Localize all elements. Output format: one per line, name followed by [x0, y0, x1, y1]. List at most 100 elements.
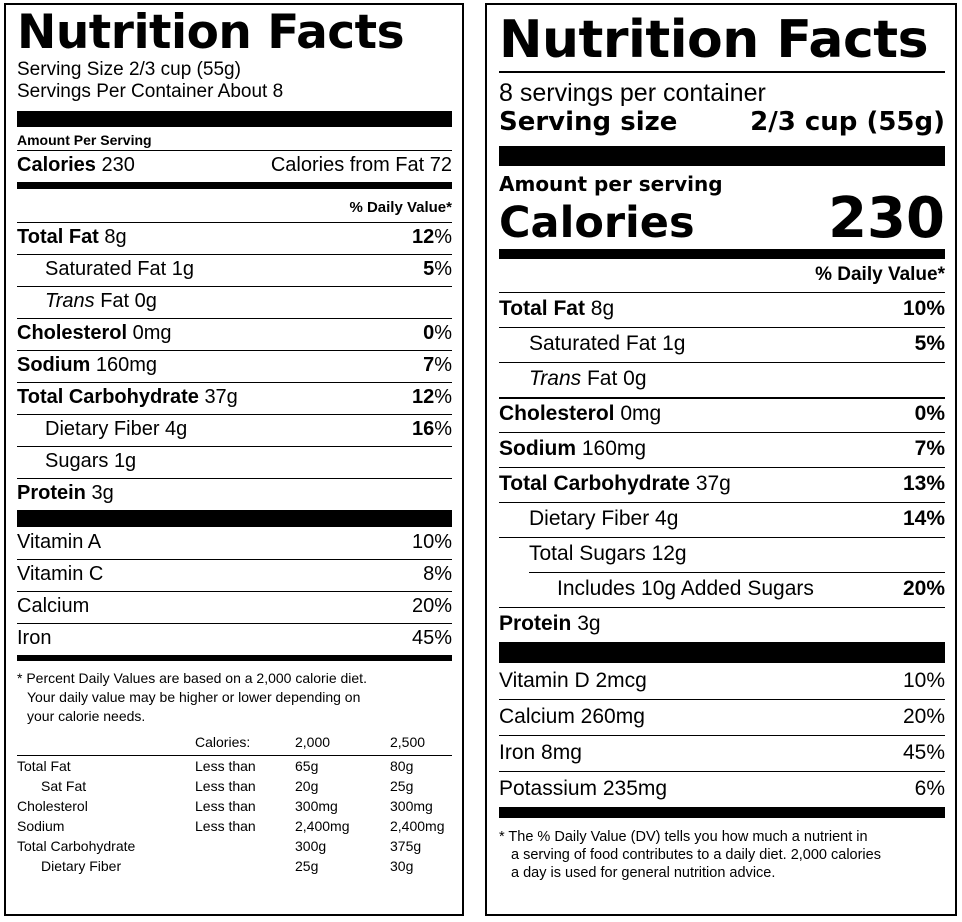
medium-divider [499, 249, 945, 259]
percent-sign: % [434, 418, 452, 440]
table-cell: 20g [295, 777, 319, 794]
percent-sign: % [434, 258, 452, 280]
table-cell: 2,400mg [295, 817, 350, 834]
table-cell: Less than [195, 777, 256, 794]
nutrient-row: Trans Fat 0g [17, 286, 452, 318]
table-cell: 65g [295, 757, 319, 774]
nutrient-amount: 3g [91, 482, 114, 504]
nutrient-name: Sugars [45, 450, 109, 472]
nutrient-name: Protein [499, 612, 572, 635]
nutrient-name: Dietary Fiber [45, 418, 160, 440]
nutrient-amount: 0g [623, 367, 647, 390]
percent-sign: % [434, 386, 452, 408]
nutrient-name: Total Sugars [529, 542, 646, 565]
table-cell: Less than [195, 797, 256, 814]
table-cell: 300mg [390, 797, 433, 814]
label-title: Nutrition Facts [17, 5, 405, 60]
nutrient-dv: 0% [914, 402, 945, 425]
nutrient-row: Sodium 160mg 7% [17, 350, 452, 382]
vitamin-name: Potassium 235mg [499, 777, 668, 800]
vitamin-row: Vitamin A 10% [17, 527, 452, 559]
thick-divider [499, 642, 945, 663]
nutrient-name: Total Fat [17, 226, 99, 248]
nutrient-row: Protein 3g [17, 478, 452, 510]
daily-value-header-text: % Daily Value* [349, 199, 452, 216]
nutrient-row: Protein 3g [499, 607, 945, 642]
nutrient-amount: 1g [662, 332, 686, 355]
nutrient-dv: 12 [411, 226, 435, 248]
nutrient-row: Cholesterol 0mg 0% [17, 318, 452, 350]
nutrient-dv: 0 [423, 322, 435, 344]
amount-per-serving: Amount Per Serving [17, 132, 152, 148]
nutrient-name: Protein [17, 482, 86, 504]
medium-divider [499, 807, 945, 818]
daily-value-reference-table: Calories: 2,000 2,500 Total Fat Less tha… [17, 732, 452, 876]
daily-value-header: % Daily Value* [499, 259, 945, 292]
footnote-line: your calorie needs. [27, 708, 146, 724]
table-row: Sodium Less than 2,400mg 2,400mg [17, 816, 452, 836]
nutrient-name: Saturated Fat [529, 332, 657, 355]
nutrient-name-rest: Fat [100, 290, 130, 312]
nutrient-amount: 0mg [132, 322, 172, 344]
footnote-line: * Percent Daily Values are based on a 2,… [17, 670, 367, 686]
nutrient-name: Cholesterol [17, 322, 128, 344]
vitamin-name: Iron [17, 627, 52, 649]
serving-size-label: Serving size [499, 107, 678, 137]
percent-sign: % [434, 226, 452, 248]
nutrient-dv: 7 [423, 354, 435, 376]
vitamin-row: Vitamin C 8% [17, 559, 452, 591]
vitamin-name: Calcium 260mg [499, 705, 645, 728]
percent-sign: % [434, 354, 452, 376]
table-row: Cholesterol Less than 300mg 300mg [17, 796, 452, 816]
thick-divider [17, 510, 452, 527]
calories-row: Calories 230 Calories from Fat 72 [17, 150, 452, 182]
table-cell: 30g [390, 857, 414, 874]
thin-divider [499, 71, 945, 73]
table-row: Sat Fat Less than 20g 25g [17, 776, 452, 796]
thick-divider [17, 111, 452, 127]
vitamin-row: Vitamin D 2mcg 10% [499, 663, 945, 699]
table-cell: 300g [295, 837, 327, 854]
serving-size-row: Serving size 2/3 cup (55g) [499, 107, 945, 137]
vitamin-list: Vitamin A 10% Vitamin C 8% Calcium 20% Iron… [17, 527, 452, 655]
nutrient-row: Trans Fat 0g [499, 362, 945, 397]
original-nutrition-label: Nutrition Facts Serving Size 2/3 cup (55… [4, 3, 464, 916]
table-cell: Cholesterol [17, 797, 88, 814]
vitamin-row: Calcium 260mg 20% [499, 699, 945, 735]
serving-size-value: 2/3 cup (55g) [750, 107, 945, 137]
vitamin-row: Calcium 20% [17, 591, 452, 623]
table-cell: 25g [390, 777, 414, 794]
nutrient-row: Sugars 1g [17, 446, 452, 478]
table-cell: 300mg [295, 797, 338, 814]
vitamin-dv: 45% [902, 741, 945, 764]
servings-per-container: 8 servings per container [499, 79, 766, 107]
servings-per-container: Servings Per Container About 8 [17, 81, 284, 102]
label-title: Nutrition Facts [499, 10, 929, 70]
footnote-line: Your daily value may be higher or lower … [27, 689, 361, 705]
nutrient-dv: 20% [902, 577, 945, 600]
nutrient-row: Total Fat 8g 10% [499, 292, 945, 327]
table-cell: 2,000 [295, 732, 390, 756]
daily-value-header: % Daily Value* [17, 189, 452, 222]
nutrient-amount: 37g [695, 472, 731, 495]
table-header-row: Calories: 2,000 2,500 [17, 732, 452, 756]
table-cell [195, 836, 295, 856]
vitamin-dv: 20% [411, 595, 452, 617]
footnote-line: * The % Daily Value (DV) tells you how m… [499, 829, 868, 845]
nutrient-row: Total Sugars 12g [499, 537, 945, 572]
nutrient-amount: 1g [113, 450, 137, 472]
nutrient-dv: 10% [902, 297, 945, 320]
vitamin-dv: 6% [914, 777, 945, 800]
nutrient-row: Total Fat 8g 12% [17, 222, 452, 254]
medium-divider [17, 182, 452, 189]
nutrient-dv: 5 [423, 258, 435, 280]
table-cell: 2,400mg [390, 817, 445, 834]
footnote-line: a serving of food contributes to a daily… [511, 847, 881, 863]
table-cell: Less than [195, 757, 256, 774]
footnote-line: a day is used for general nutrition advi… [511, 865, 776, 881]
daily-value-header-text: % Daily Value* [815, 264, 945, 285]
nutrient-row: Dietary Fiber 4g 16% [17, 414, 452, 446]
vitamin-dv: 10% [411, 531, 452, 553]
vitamin-dv: 10% [902, 669, 945, 692]
nutrient-name: Total Carbohydrate [17, 386, 199, 408]
